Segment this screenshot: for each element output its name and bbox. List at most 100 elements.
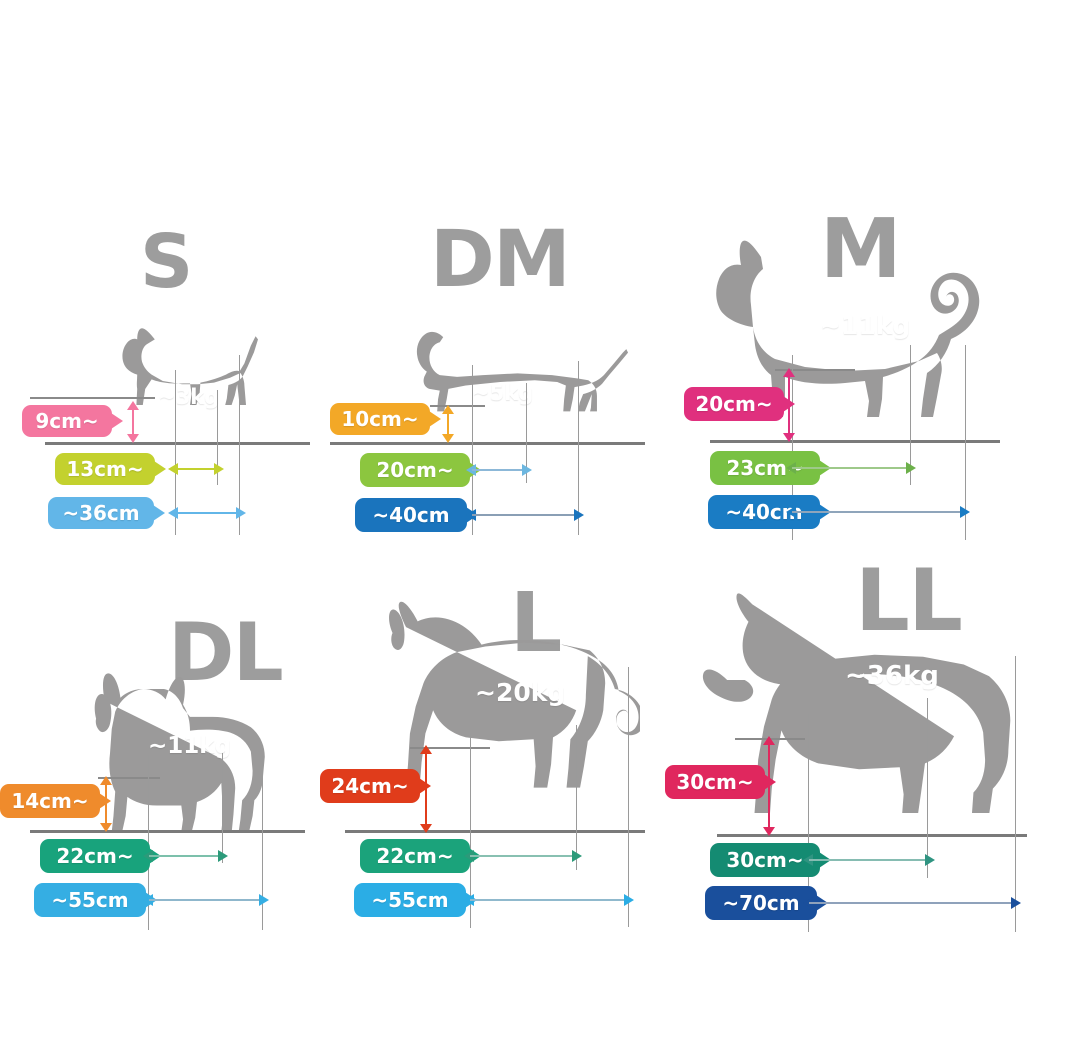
badge-height-dm: 10cm~ bbox=[330, 403, 441, 435]
arrow-down-icon bbox=[127, 434, 139, 443]
badge-length-ll: ~70cm bbox=[705, 886, 828, 920]
arrow-right-icon bbox=[259, 894, 269, 906]
badge-height-m: 20cm~ bbox=[684, 387, 795, 421]
arrow-right-icon bbox=[1011, 897, 1021, 909]
arrow-down-icon bbox=[442, 434, 454, 443]
badge-back-s-text: 13cm~ bbox=[66, 457, 144, 481]
measure-bar bbox=[768, 742, 770, 830]
badge-back-s: 13cm~ bbox=[55, 453, 166, 485]
measure-bar bbox=[470, 855, 576, 857]
dog-silhouette-labrador bbox=[702, 593, 1011, 813]
badge-length-dl: ~55cm bbox=[34, 883, 157, 917]
vline-m-hip bbox=[910, 345, 911, 485]
size-letter-s: S bbox=[140, 219, 193, 305]
vline-l-tail bbox=[628, 667, 629, 927]
vline-l-hip bbox=[576, 725, 577, 870]
badge-back-ll: 30cm~ bbox=[710, 843, 831, 877]
measure-bar bbox=[447, 411, 449, 437]
arrow-left-icon bbox=[143, 850, 153, 862]
weight-label-l: ~20kg bbox=[475, 678, 566, 707]
measure-length-dl bbox=[143, 894, 269, 906]
measure-bar bbox=[792, 467, 910, 469]
arrow-right-icon bbox=[960, 506, 970, 518]
measure-bar bbox=[792, 511, 964, 513]
measure-height-dm bbox=[442, 405, 454, 443]
ground-line-dm bbox=[330, 442, 645, 445]
measure-bar bbox=[149, 855, 222, 857]
measure-height-dl bbox=[100, 776, 112, 832]
badge-length-dm: ~40cm bbox=[355, 498, 478, 532]
measure-bar bbox=[809, 902, 1015, 904]
measure-length-s bbox=[168, 507, 246, 519]
arrow-right-icon bbox=[624, 894, 634, 906]
size-panel-m: M ~11kg 20cm~ 23cm~ ~40cm bbox=[670, 195, 1080, 540]
arrow-up-icon bbox=[442, 405, 454, 414]
weight-label-ll: ~36kg bbox=[845, 661, 939, 691]
badge-back-l: 22cm~ bbox=[360, 839, 481, 873]
ground-line-ll bbox=[717, 834, 1027, 837]
arrow-up-icon bbox=[127, 401, 139, 410]
badge-length-dl-text: ~55cm bbox=[51, 888, 129, 912]
badge-length-dm-text: ~40cm bbox=[372, 503, 450, 527]
badge-back-dl-text: 22cm~ bbox=[56, 844, 134, 868]
measure-height-l bbox=[420, 745, 432, 833]
arrow-right-icon bbox=[906, 462, 916, 474]
helper-line-dl-top bbox=[98, 777, 160, 779]
arrow-left-icon bbox=[803, 897, 813, 909]
arrow-up-icon bbox=[763, 736, 775, 745]
ground-line-s bbox=[45, 442, 310, 445]
arrow-left-icon bbox=[466, 464, 476, 476]
weight-label-dl: ~11kg bbox=[148, 733, 232, 759]
measure-bar bbox=[174, 468, 218, 470]
arrow-down-icon bbox=[763, 827, 775, 836]
badge-tail-icon bbox=[429, 411, 441, 427]
arrow-down-icon bbox=[100, 823, 112, 832]
size-panel-s: S ~3kg 9cm~ 13cm~ bbox=[0, 215, 330, 535]
vline-m-chest bbox=[792, 355, 793, 540]
badge-height-s: 9cm~ bbox=[22, 405, 123, 437]
badge-height-m-text: 20cm~ bbox=[695, 392, 773, 416]
measure-bar bbox=[809, 859, 929, 861]
measure-bar bbox=[425, 751, 427, 827]
badge-length-m-text: ~40cm bbox=[725, 500, 803, 524]
badge-back-l-text: 22cm~ bbox=[376, 844, 454, 868]
badge-back-dl: 22cm~ bbox=[40, 839, 161, 873]
badge-tail-icon bbox=[153, 505, 165, 521]
measure-back-l bbox=[464, 850, 582, 862]
badge-tail-icon bbox=[764, 774, 776, 790]
arrow-up-icon bbox=[100, 776, 112, 785]
ground-line-l bbox=[345, 830, 645, 833]
arrow-up-icon bbox=[783, 368, 795, 377]
arrow-down-icon bbox=[420, 824, 432, 833]
vline-dm-chest bbox=[472, 365, 473, 535]
badge-length-l-text: ~55cm bbox=[371, 888, 449, 912]
arrow-right-icon bbox=[236, 507, 246, 519]
badge-back-dm-text: 20cm~ bbox=[376, 458, 454, 482]
measure-bar bbox=[470, 899, 628, 901]
arrow-right-icon bbox=[218, 850, 228, 862]
badge-length-s-text: ~36cm bbox=[62, 501, 140, 525]
weight-label-m: ~11kg bbox=[820, 311, 911, 340]
dog-silhouette-mixedbreed bbox=[389, 601, 640, 788]
badge-height-dl-text: 14cm~ bbox=[11, 789, 89, 813]
vline-dm-hip bbox=[526, 383, 527, 483]
measure-bar bbox=[472, 514, 578, 516]
badge-height-ll: 30cm~ bbox=[665, 765, 776, 799]
arrow-right-icon bbox=[522, 464, 532, 476]
helper-line-dm-top bbox=[430, 405, 485, 407]
arrow-left-icon bbox=[786, 506, 796, 518]
measure-back-dl bbox=[143, 850, 228, 862]
vline-m-tail bbox=[965, 345, 966, 540]
size-panel-ll: LL ~36kg 30cm~ 30cm~ bbox=[655, 548, 1080, 932]
size-letter-dl: DL bbox=[168, 606, 284, 699]
badge-height-l: 24cm~ bbox=[320, 769, 431, 803]
measure-back-s bbox=[168, 463, 224, 475]
ground-line-m bbox=[710, 440, 1000, 443]
measure-bar bbox=[472, 469, 526, 471]
badge-height-dl: 14cm~ bbox=[0, 784, 111, 818]
badge-height-dm-text: 10cm~ bbox=[341, 407, 419, 431]
vline-l-chest bbox=[470, 733, 471, 928]
vline-ll-tail bbox=[1015, 656, 1016, 932]
measure-height-s bbox=[127, 401, 139, 443]
measure-bar bbox=[788, 374, 790, 436]
